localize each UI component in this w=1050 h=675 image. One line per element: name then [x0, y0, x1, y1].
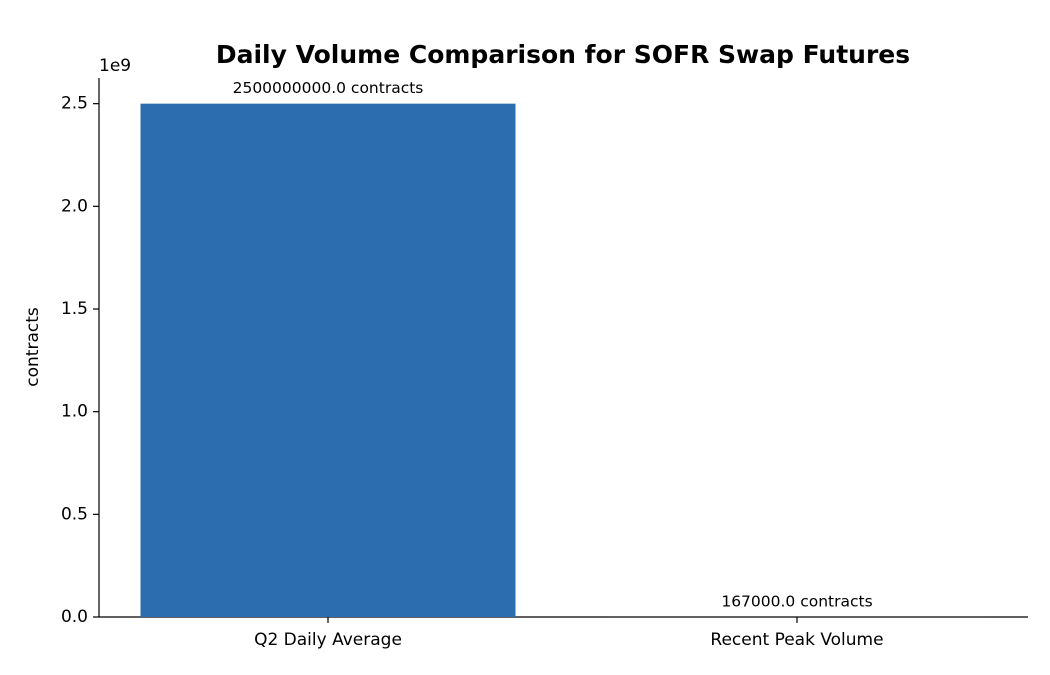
offset-label: 1e9	[99, 56, 131, 76]
chart-title: Daily Volume Comparison for SOFR Swap Fu…	[216, 40, 910, 69]
y-tick-label: 0.0	[61, 607, 88, 627]
y-tick-label: 0.5	[61, 504, 88, 524]
y-axis-label: contracts	[23, 307, 43, 387]
x-tick-label: Recent Peak Volume	[710, 630, 883, 650]
value-label: 2500000000.0 contracts	[233, 79, 424, 97]
bar	[140, 103, 516, 617]
y-tick-label: 1.5	[61, 299, 88, 319]
y-tick-label: 2.5	[61, 94, 88, 114]
y-tick-label: 2.0	[61, 196, 88, 216]
y-tick-label: 1.0	[61, 402, 88, 422]
x-tick-label: Q2 Daily Average	[254, 630, 402, 650]
value-label: 167000.0 contracts	[721, 592, 872, 610]
